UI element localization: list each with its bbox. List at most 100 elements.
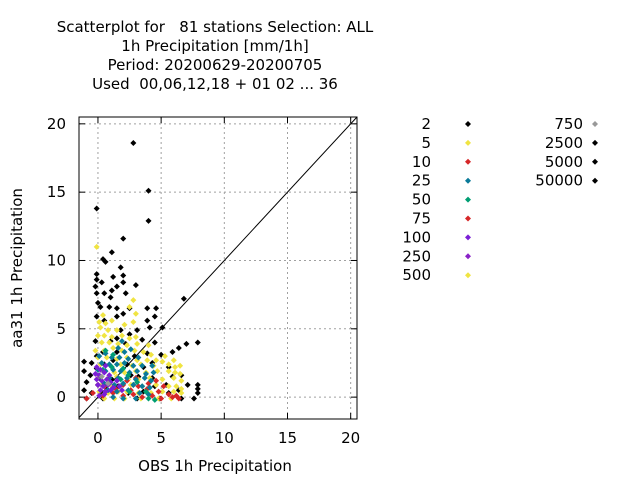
data-point	[98, 359, 105, 366]
data-point	[153, 305, 160, 312]
data-point	[127, 346, 134, 353]
data-point	[93, 364, 100, 371]
data-point	[97, 387, 104, 394]
data-point	[106, 339, 113, 346]
data-point	[116, 383, 123, 390]
data-point	[101, 332, 108, 339]
data-point	[132, 334, 139, 341]
data-point	[173, 383, 180, 390]
data-point	[102, 320, 109, 327]
data-point	[108, 287, 115, 294]
data-point	[134, 327, 141, 334]
data-point	[101, 391, 108, 398]
data-point	[81, 368, 88, 375]
legend-marker	[465, 196, 471, 203]
data-point	[180, 295, 187, 302]
data-point	[94, 381, 101, 388]
data-point	[113, 283, 120, 290]
data-point	[130, 362, 137, 369]
data-point	[159, 324, 166, 331]
y-tick-labels: 0 5 10 15 20	[47, 115, 66, 406]
data-point	[102, 347, 109, 354]
data-point	[148, 351, 155, 358]
diagonal-line	[78, 116, 358, 418]
data-point	[145, 342, 152, 349]
data-point	[115, 340, 122, 347]
data-point	[108, 249, 115, 256]
data-point	[110, 344, 117, 351]
data-point	[125, 372, 132, 379]
data-point	[125, 355, 132, 362]
data-point	[177, 370, 184, 377]
chart-title-line: Scatterplot for 81 stations Selection: A…	[57, 18, 374, 36]
data-point	[165, 368, 172, 375]
data-point	[134, 379, 141, 386]
data-point	[126, 335, 133, 342]
data-point	[146, 324, 153, 331]
data-point	[194, 390, 201, 397]
legend-marker	[592, 177, 598, 184]
x-tick-label: 10	[215, 429, 234, 447]
data-point	[110, 273, 117, 280]
data-point	[153, 381, 160, 388]
data-point	[178, 377, 185, 384]
data-point	[97, 324, 104, 331]
data-point	[108, 334, 115, 341]
data-point	[93, 243, 100, 250]
data-point	[106, 303, 113, 310]
data-point	[116, 354, 123, 361]
data-point	[139, 383, 146, 390]
data-point	[150, 369, 157, 376]
data-point	[93, 290, 100, 297]
data-point	[165, 361, 172, 368]
data-point	[153, 377, 160, 384]
data-point	[96, 318, 103, 325]
data-point	[121, 349, 128, 356]
data-point	[130, 297, 137, 304]
data-point	[169, 394, 176, 401]
data-point	[184, 381, 191, 388]
data-point	[117, 264, 124, 271]
data-point	[124, 375, 131, 382]
data-point	[113, 327, 120, 334]
data-point	[159, 388, 166, 395]
data-point	[113, 313, 120, 320]
legend-marker	[465, 177, 471, 184]
data-point	[144, 357, 151, 364]
legend-marker	[465, 272, 471, 279]
data-point	[88, 359, 95, 366]
data-point	[153, 357, 160, 364]
data-point	[118, 332, 125, 339]
data-point	[178, 390, 185, 397]
data-point	[118, 338, 125, 345]
data-point	[93, 276, 100, 283]
data-point	[87, 372, 94, 379]
x-tick-label: 15	[278, 429, 297, 447]
data-point	[97, 366, 104, 373]
legend-label: 50	[412, 191, 431, 209]
data-point	[146, 384, 153, 391]
data-point	[93, 271, 100, 278]
data-point	[101, 369, 108, 376]
legend-label: 100	[402, 228, 431, 246]
data-point	[155, 388, 162, 395]
data-point	[92, 338, 99, 345]
y-tick-label: 20	[47, 115, 66, 133]
data-point	[120, 235, 127, 242]
legend-label: 25	[412, 172, 431, 190]
data-point	[108, 364, 115, 371]
legend-marker	[592, 158, 598, 165]
data-point	[117, 327, 124, 334]
data-point	[120, 279, 127, 286]
x-tick-label: 5	[156, 429, 166, 447]
data-point	[94, 299, 101, 306]
data-point	[135, 354, 142, 361]
y-tick-label: 0	[56, 388, 66, 406]
data-point	[113, 335, 120, 342]
data-point	[98, 373, 105, 380]
data-point	[105, 380, 112, 387]
data-point	[170, 357, 177, 364]
x-tick-labels: 0 5 10 15 20	[93, 429, 360, 447]
legend-marker	[465, 158, 471, 165]
